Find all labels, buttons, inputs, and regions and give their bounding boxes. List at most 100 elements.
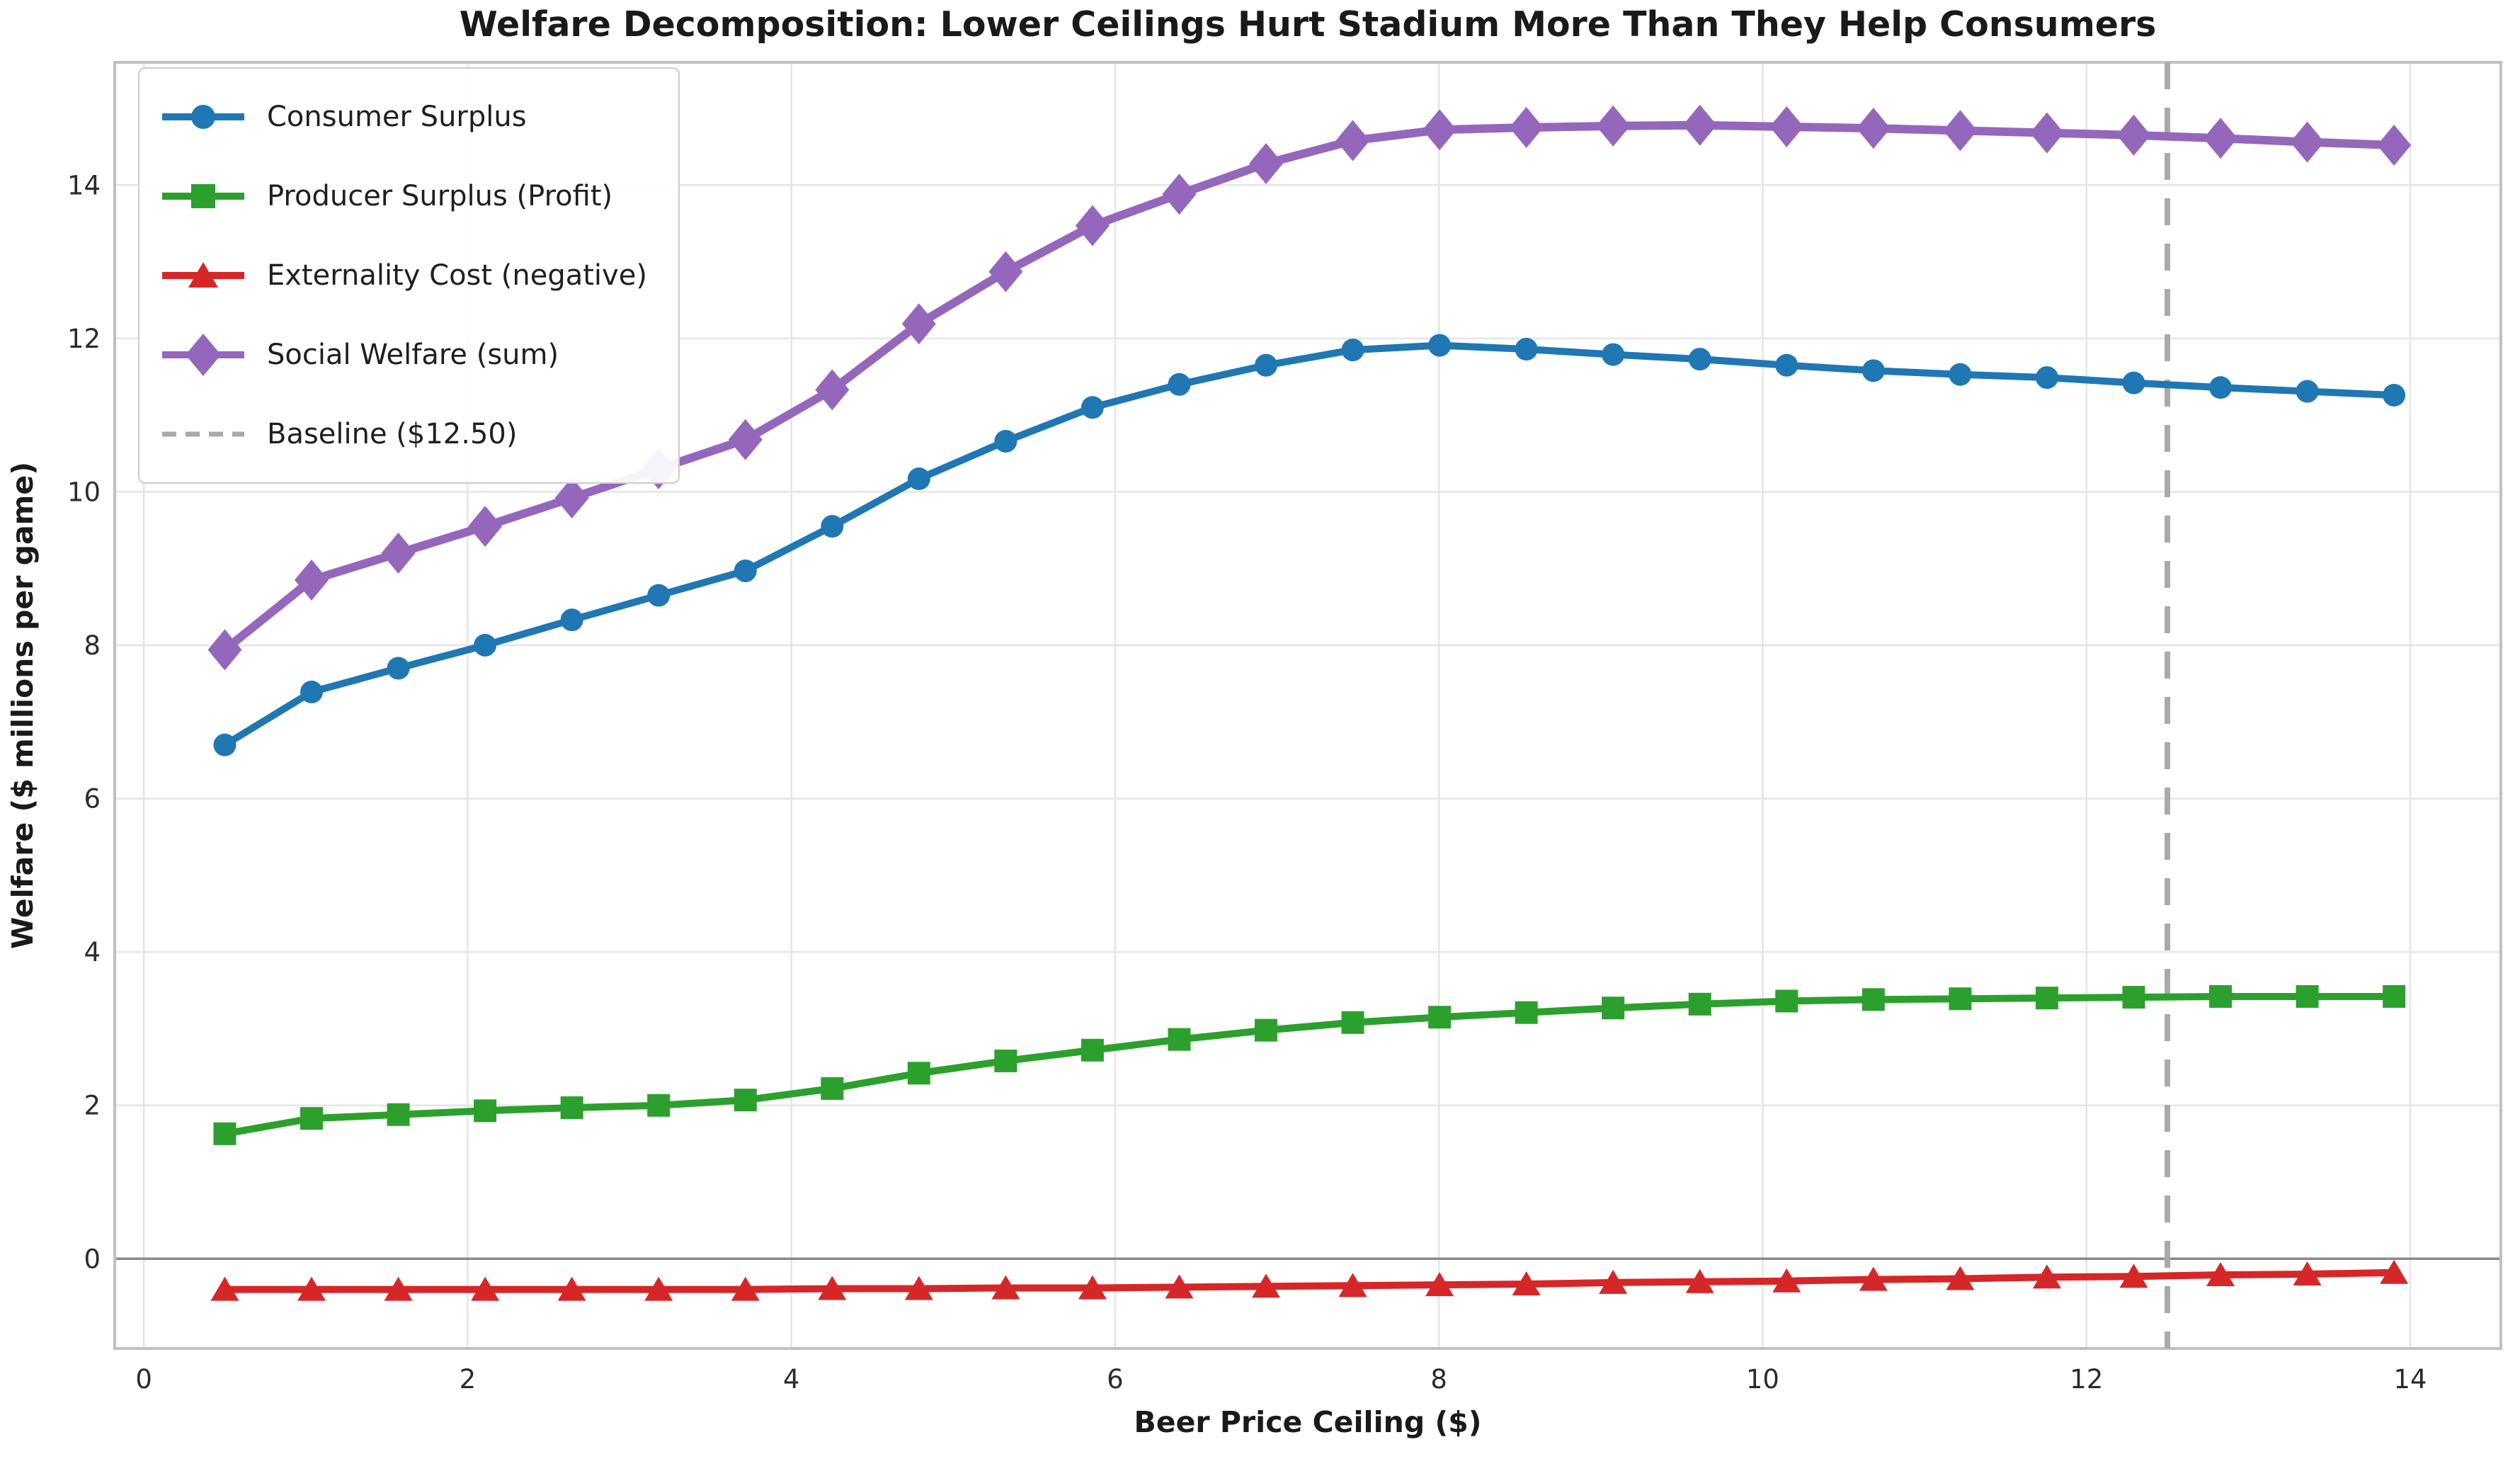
data-point-circle xyxy=(474,633,497,657)
data-point-square xyxy=(213,1122,236,1145)
data-point-triangle xyxy=(904,1276,933,1300)
data-point-diamond xyxy=(1162,174,1197,215)
chart-title: Welfare Decomposition: Lower Ceilings Hu… xyxy=(459,4,2157,45)
data-point-diamond xyxy=(2116,114,2151,156)
data-point-triangle xyxy=(2206,1262,2235,1287)
data-point-triangle xyxy=(2032,1264,2061,1289)
legend-label: Externality Cost (negative) xyxy=(267,259,647,292)
data-point-circle xyxy=(213,733,236,756)
data-point-square xyxy=(1602,997,1625,1020)
data-point-circle xyxy=(1602,343,1625,366)
data-point-circle xyxy=(1515,337,1538,361)
data-point-diamond xyxy=(1596,105,1631,147)
data-point-circle xyxy=(647,584,671,607)
data-point-triangle xyxy=(210,1276,239,1301)
data-point-square xyxy=(1428,1006,1452,1029)
data-point-circle xyxy=(734,559,757,582)
x-tick-label: 10 xyxy=(1746,1364,1779,1395)
legend-item: Consumer Surplus xyxy=(151,77,647,157)
data-point-square xyxy=(2383,984,2406,1008)
triangle-marker-icon xyxy=(162,262,244,288)
data-point-circle xyxy=(2035,366,2058,390)
data-point-diamond xyxy=(468,506,503,547)
x-tick-label: 8 xyxy=(1430,1364,1447,1395)
data-point-square xyxy=(1949,987,1972,1011)
y-tick-label: 10 xyxy=(67,477,101,507)
y-tick-label: 14 xyxy=(67,170,101,200)
data-point-triangle xyxy=(1685,1268,1714,1293)
data-point-diamond xyxy=(1249,142,1284,184)
legend: Consumer Surplus Producer Surplus (Profit… xyxy=(138,67,680,484)
data-point-diamond xyxy=(1075,205,1110,246)
data-point-diamond xyxy=(1856,108,1891,149)
data-point-triangle xyxy=(2380,1259,2409,1284)
legend-item: Baseline ($12.50) xyxy=(151,394,647,474)
data-point-diamond xyxy=(554,477,589,519)
data-point-diamond xyxy=(207,629,242,671)
data-point-circle xyxy=(1949,363,1972,386)
legend-label: Social Welfare (sum) xyxy=(267,339,559,371)
data-point-diamond xyxy=(815,369,850,411)
data-point-circle xyxy=(1688,348,1711,371)
y-tick-label: 0 xyxy=(84,1244,101,1274)
data-point-square xyxy=(734,1089,757,1112)
data-point-triangle xyxy=(731,1276,760,1301)
legend-label: Producer Surplus (Profit) xyxy=(267,180,613,212)
x-tick-label: 0 xyxy=(135,1364,152,1395)
data-point-square xyxy=(1081,1038,1104,1062)
x-tick-label: 6 xyxy=(1107,1364,1124,1395)
data-point-circle xyxy=(1775,353,1798,377)
x-tick-label: 12 xyxy=(2070,1364,2103,1395)
data-point-triangle xyxy=(1425,1272,1454,1297)
data-point-diamond xyxy=(1423,109,1457,151)
x-tick-label: 14 xyxy=(2393,1364,2427,1395)
data-point-circle xyxy=(821,515,844,538)
data-point-square xyxy=(2122,986,2145,1009)
data-point-diamond xyxy=(2203,118,2238,159)
circle-marker-icon xyxy=(162,105,244,129)
data-point-triangle xyxy=(1859,1266,1888,1291)
data-point-square xyxy=(1515,1001,1538,1024)
legend-label: Consumer Surplus xyxy=(267,101,527,133)
legend-item: Social Welfare (sum) xyxy=(151,315,647,394)
square-marker-icon xyxy=(162,184,244,208)
data-point-diamond xyxy=(295,559,329,601)
data-point-triangle xyxy=(1946,1266,1975,1290)
data-point-diamond xyxy=(728,419,763,460)
data-point-circle xyxy=(1428,334,1452,357)
data-point-triangle xyxy=(297,1276,326,1301)
data-point-square xyxy=(647,1094,671,1117)
y-tick-label: 2 xyxy=(84,1091,101,1121)
y-tick-label: 6 xyxy=(84,784,101,814)
data-point-diamond xyxy=(1769,106,1804,147)
data-point-triangle xyxy=(644,1276,673,1301)
data-point-triangle xyxy=(991,1275,1020,1300)
data-point-circle xyxy=(907,467,930,491)
data-point-square xyxy=(1341,1011,1364,1034)
legend-item: Producer Surplus (Profit) xyxy=(151,157,647,236)
data-point-diamond xyxy=(1943,110,1978,152)
data-point-circle xyxy=(1168,373,1191,396)
data-point-triangle xyxy=(1772,1268,1801,1293)
data-point-square xyxy=(821,1077,844,1100)
series-line xyxy=(221,341,2398,749)
data-point-diamond xyxy=(2377,124,2412,166)
data-point-triangle xyxy=(1338,1273,1367,1298)
data-point-diamond xyxy=(2290,121,2325,163)
data-point-diamond xyxy=(1335,120,1370,161)
series-line xyxy=(221,992,2398,1137)
x-tick-label: 4 xyxy=(783,1364,800,1395)
legend-label: Baseline ($12.50) xyxy=(267,418,518,450)
data-point-square xyxy=(2296,984,2319,1008)
data-point-square xyxy=(1862,988,1885,1011)
data-point-triangle xyxy=(2293,1261,2322,1285)
data-point-circle xyxy=(1862,359,1885,382)
data-point-triangle xyxy=(1252,1273,1281,1298)
y-tick-label: 12 xyxy=(67,324,101,354)
data-point-square xyxy=(1775,989,1798,1013)
x-tick-label: 2 xyxy=(460,1364,477,1395)
data-point-square xyxy=(1168,1028,1191,1051)
data-point-triangle xyxy=(1078,1275,1107,1300)
data-point-triangle xyxy=(557,1276,586,1301)
